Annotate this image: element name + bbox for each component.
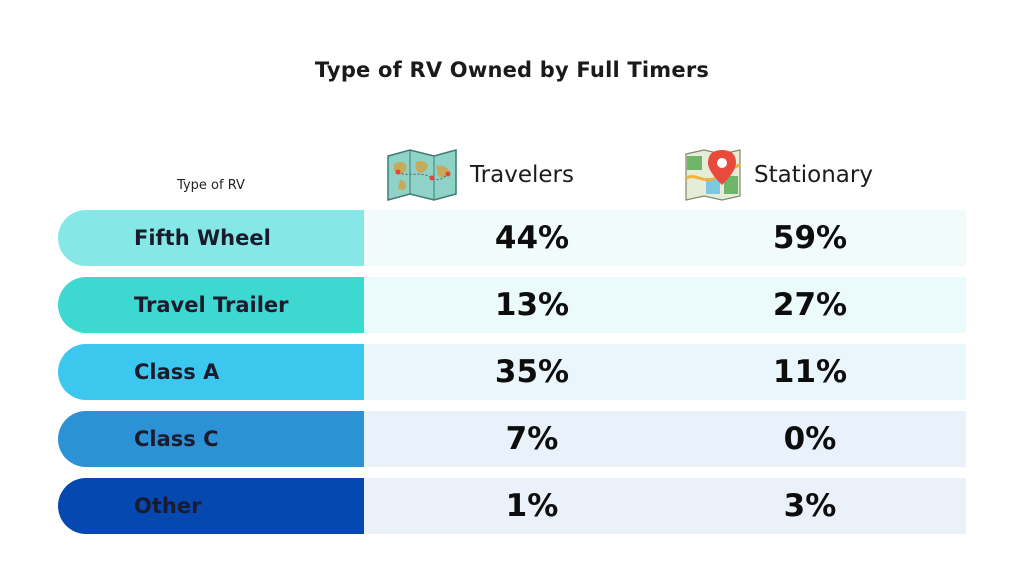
row-label: Class C: [58, 411, 364, 467]
row-cells: 1% 3%: [364, 478, 966, 534]
cell-stationary: 3%: [783, 488, 837, 524]
column-header-travelers: Travelers: [386, 148, 574, 202]
cell-stationary: 11%: [772, 354, 848, 390]
row-cells: 44% 59%: [364, 210, 966, 266]
table-row: Other 1% 3%: [58, 478, 966, 534]
cell-travelers: 13%: [494, 287, 570, 323]
map-pin-icon: [684, 148, 742, 202]
cell-stationary: 59%: [772, 220, 848, 256]
cell-travelers: 35%: [494, 354, 570, 390]
table-row: Class C 7% 0%: [58, 411, 966, 467]
cell-stationary: 27%: [772, 287, 848, 323]
cell-stationary: 0%: [783, 421, 837, 457]
column-label-stationary: Stationary: [754, 162, 873, 188]
row-label: Fifth Wheel: [58, 210, 364, 266]
row-label: Travel Trailer: [58, 277, 364, 333]
row-header-label: Type of RV: [177, 178, 245, 193]
row-cells: 13% 27%: [364, 277, 966, 333]
cell-travelers: 1%: [505, 488, 559, 524]
chart-title: Type of RV Owned by Full Timers: [314, 58, 710, 82]
table-row: Class A 35% 11%: [58, 344, 966, 400]
column-label-travelers: Travelers: [470, 162, 574, 188]
row-cells: 35% 11%: [364, 344, 966, 400]
column-header-stationary: Stationary: [684, 148, 873, 202]
table-row: Fifth Wheel 44% 59%: [58, 210, 966, 266]
cell-travelers: 7%: [505, 421, 559, 457]
row-label: Other: [58, 478, 364, 534]
world-map-icon: [386, 148, 458, 202]
cell-travelers: 44%: [494, 220, 570, 256]
table-row: Travel Trailer 13% 27%: [58, 277, 966, 333]
row-cells: 7% 0%: [364, 411, 966, 467]
row-label: Class A: [58, 344, 364, 400]
